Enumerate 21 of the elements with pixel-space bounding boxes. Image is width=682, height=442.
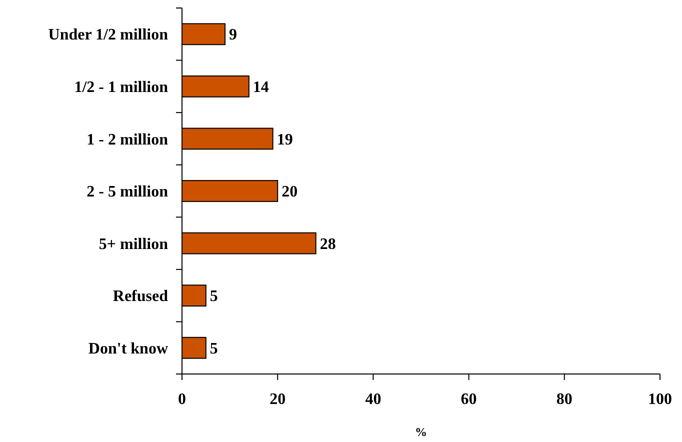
y-tick-label: 1 - 2 million: [86, 131, 168, 148]
data-label: 28: [320, 236, 336, 253]
x-tick-label: 40: [365, 391, 382, 408]
data-label: 20: [282, 184, 298, 201]
x-tick-label: 60: [460, 391, 477, 408]
x-tick-label: 80: [556, 391, 572, 408]
y-tick-label: Don't know: [88, 340, 168, 358]
y-tick-label: Under 1/2 million: [48, 26, 168, 44]
x-tick-label: 0: [178, 391, 186, 408]
x-axis-title: %: [415, 425, 427, 439]
y-tick-label: 5+ million: [98, 236, 168, 253]
x-tick-label: 100: [648, 391, 672, 408]
data-label: 5: [210, 288, 218, 306]
y-tick-label: Refused: [112, 288, 168, 306]
data-label: 19: [276, 131, 293, 148]
x-tick-label: 20: [270, 391, 286, 408]
data-label: 5: [210, 340, 218, 358]
y-tick-label: 2 - 5 million: [86, 184, 168, 201]
y-tick-label: 1/2 - 1 million: [74, 79, 168, 96]
data-label: 14: [252, 79, 269, 96]
data-label: 9: [229, 26, 238, 44]
